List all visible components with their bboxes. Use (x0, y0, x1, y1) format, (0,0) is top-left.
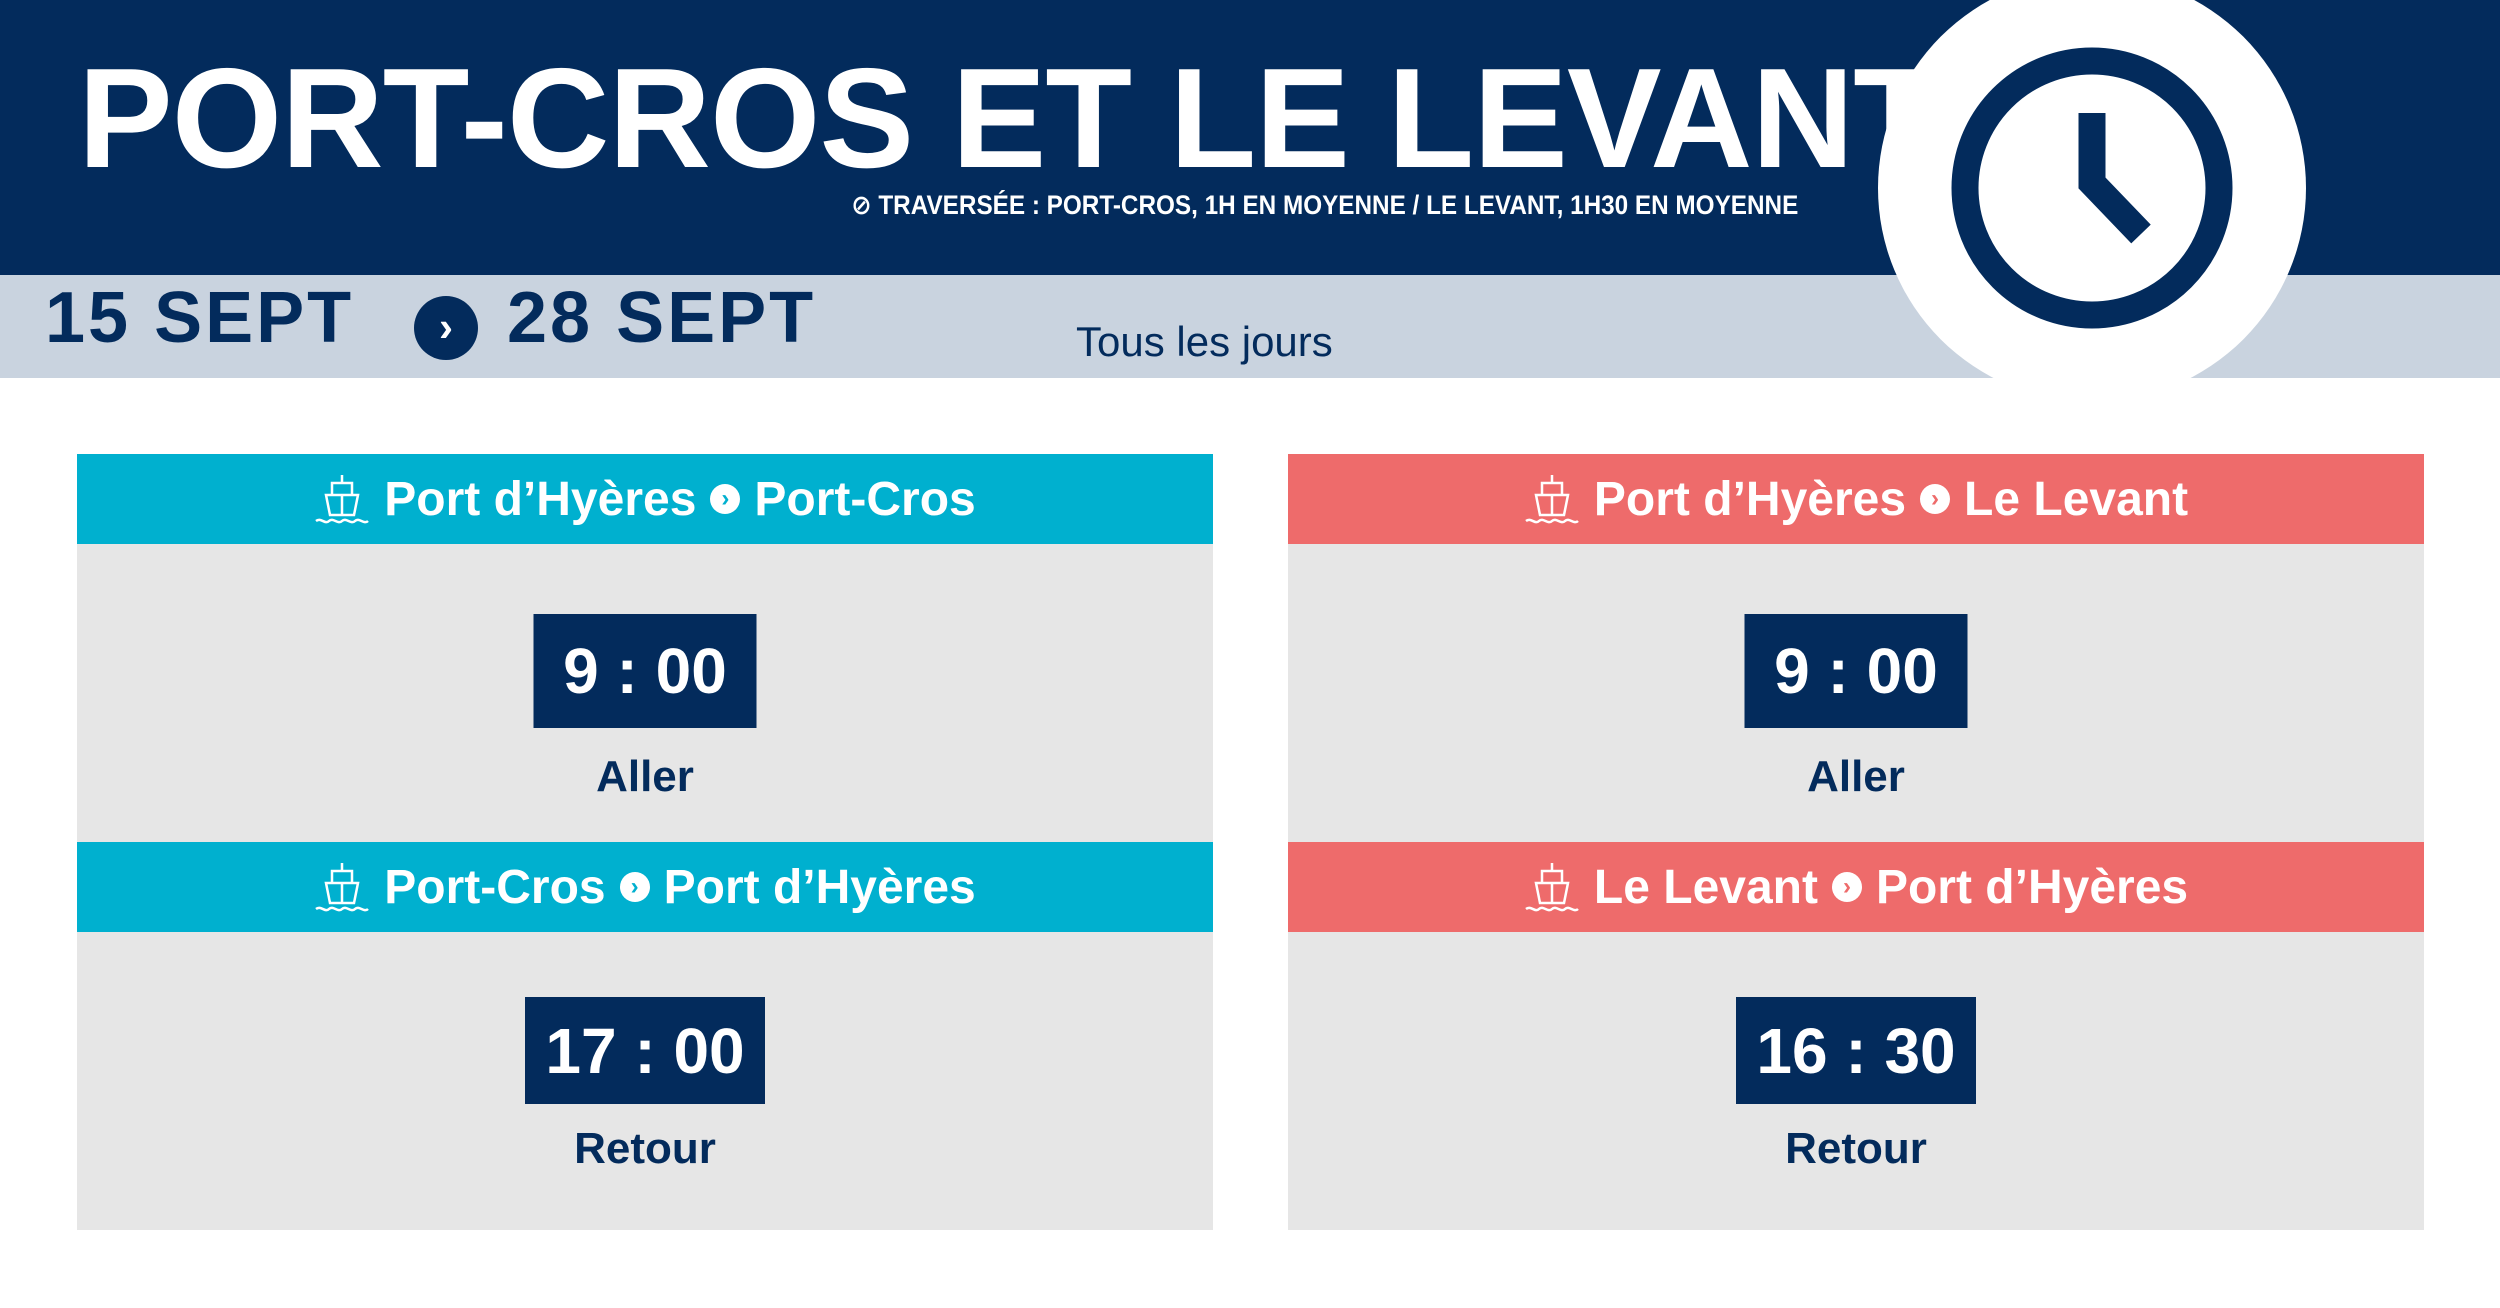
chevron-right-icon: › (619, 872, 650, 902)
route-to: Port d’Hyères (663, 860, 976, 914)
le-levant-panel: Port d’Hyères › Le Levant 9 : 00 Aller L… (1288, 454, 2424, 1230)
return-time: 17 : 00 (525, 997, 765, 1104)
ship-icon (315, 863, 370, 912)
ship-icon (315, 475, 370, 524)
route-header: Port d’Hyères › Port-Cros (77, 454, 1213, 544)
departure-time: 9 : 00 (1744, 614, 1968, 728)
crossing-subtitle: ⊘ TRAVERSÉE : PORT-CROS, 1H EN MOYENNE /… (850, 190, 1798, 220)
direction-label: Retour (1785, 1124, 1927, 1173)
ship-icon (1525, 863, 1579, 912)
route-from: Port d’Hyères (1593, 472, 1907, 526)
route-to: Port d’Hyères (1875, 860, 2189, 914)
return-block: 16 : 30 Retour (1288, 932, 2424, 1230)
chevron-right-icon: › (414, 296, 478, 360)
chevron-right-icon: › (1831, 872, 1862, 902)
route-to: Le Levant (1964, 472, 2189, 526)
chevron-right-icon: › (1920, 484, 1951, 514)
days-label: Tous les jours (1076, 318, 1333, 365)
direction-label: Aller (1807, 752, 1905, 801)
route-header: Port-Cros › Port d’Hyères (77, 842, 1213, 932)
route-from: Port-Cros (384, 860, 606, 914)
route-from: Le Levant (1593, 860, 1818, 914)
route-to: Port-Cros (754, 472, 976, 526)
start-date: 15 SEPT (45, 278, 355, 358)
end-date: 28 SEPT (507, 278, 817, 358)
route-header: Port d’Hyères › Le Levant (1288, 454, 2424, 544)
chevron-right-icon: › (710, 484, 741, 514)
direction-label: Aller (596, 752, 694, 801)
return-time: 16 : 30 (1736, 997, 1976, 1104)
direction-label: Retour (574, 1124, 716, 1173)
route-from: Port d’Hyères (384, 472, 697, 526)
return-block: 17 : 00 Retour (77, 932, 1213, 1230)
departure-block: 9 : 00 Aller (77, 544, 1213, 842)
page-title: PORT-CROS ET LE LEVANT (78, 39, 1940, 198)
clock-icon (1878, 0, 2306, 378)
departure-block: 9 : 00 Aller (1288, 544, 2424, 842)
ship-icon (1525, 475, 1579, 524)
port-cros-panel: Port d’Hyères › Port-Cros 9 : 00 Aller P… (77, 454, 1213, 1230)
route-header: Le Levant › Port d’Hyères (1288, 842, 2424, 932)
departure-time: 9 : 00 (533, 614, 757, 728)
